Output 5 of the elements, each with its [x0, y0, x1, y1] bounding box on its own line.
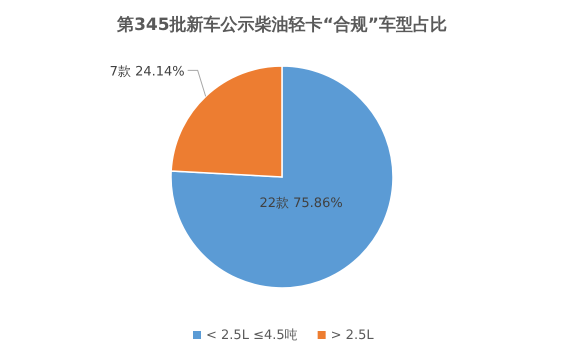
data-label: 22款 75.86% [259, 196, 343, 212]
chart-title: 第345批新车公示柴油轻卡“合规”车型占比 [116, 15, 447, 35]
data-label: 7款 24.14% [110, 64, 185, 80]
legend-label: > 2.5L [330, 328, 374, 343]
legend-label: < 2.5L ≤4.5吨 [206, 328, 298, 343]
